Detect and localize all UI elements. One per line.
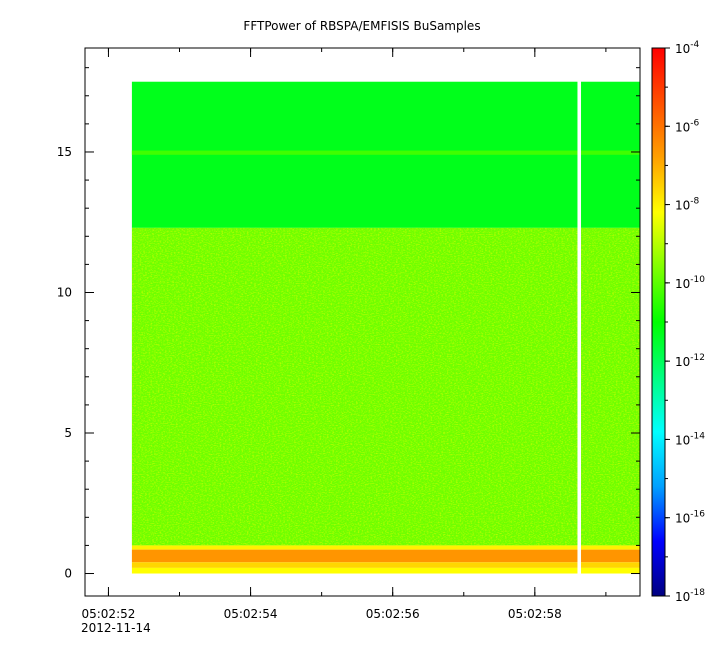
spectrogram-texture — [131, 227, 640, 546]
spectrogram-band — [131, 567, 640, 574]
colorbar-tick-label: 10-10 — [675, 275, 705, 291]
spectrogram-band — [131, 150, 640, 155]
x-tick-label: 05:02:52 — [81, 607, 135, 621]
colorbar-tick-label: 10-14 — [675, 431, 705, 447]
colorbar — [651, 47, 666, 597]
data-gap-stripe — [577, 80, 582, 575]
x-tick-label: 05:02:54 — [224, 607, 278, 621]
x-tick-label: 05:02:56 — [366, 607, 420, 621]
x-axis: 05:02:52 05:02:54 05:02:56 05:02:58 — [81, 48, 607, 621]
x-tick-date-label: 2012-11-14 — [81, 621, 151, 635]
plot-frame — [84, 47, 641, 597]
y-axis: 0 5 10 15 — [57, 67, 640, 581]
y-tick-label: 5 — [64, 426, 72, 440]
y-tick-label: 15 — [57, 145, 72, 159]
colorbar-axis: 10-18 10-16 10-14 10-12 10-10 10-8 10-6 10-4 — [665, 40, 705, 604]
y-tick-label: 0 — [64, 567, 72, 581]
plot-area — [131, 80, 640, 575]
spectrogram-speckle — [131, 227, 640, 546]
x-tick-label: 05:02:58 — [508, 607, 562, 621]
spectrogram-band — [131, 549, 640, 563]
y-tick-label: 10 — [57, 285, 72, 299]
chart-title: FFTPower of RBSPA/EMFISIS BuSamples — [243, 19, 480, 33]
colorbar-tick-label: 10-18 — [675, 588, 705, 604]
data-gap — [577, 80, 582, 575]
colorbar-tick-label: 10-8 — [675, 197, 700, 213]
colorbar-tick-label: 10-12 — [675, 353, 705, 369]
colorbar-tick-label: 10-16 — [675, 510, 705, 526]
colorbar-tick-label: 10-4 — [675, 40, 700, 56]
colorbar-tick-label: 10-6 — [675, 118, 700, 134]
spectrogram-band — [131, 562, 640, 568]
spectrogram-band — [131, 545, 640, 550]
